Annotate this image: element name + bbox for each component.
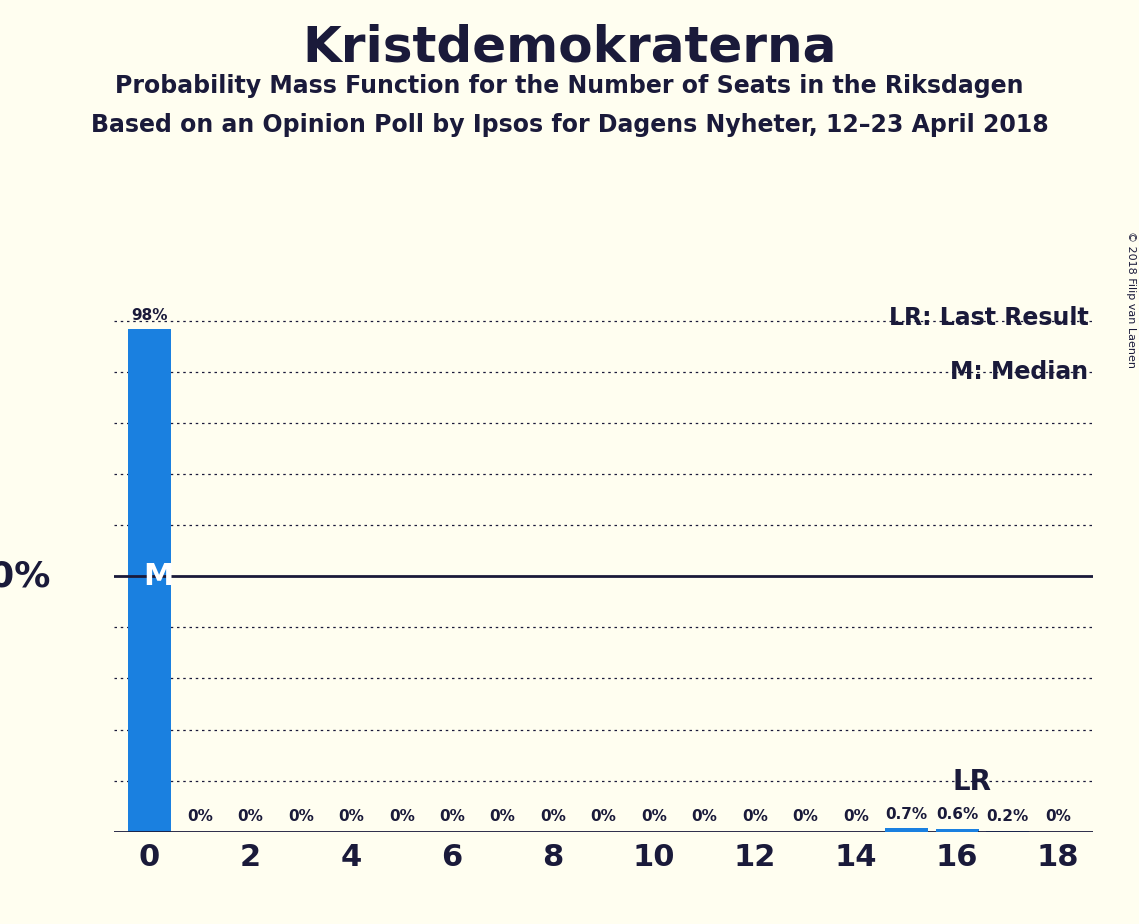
Text: 0.7%: 0.7% [885, 807, 927, 822]
Text: 0%: 0% [338, 808, 364, 824]
Text: 0%: 0% [237, 808, 263, 824]
Text: M: Median: M: Median [950, 360, 1089, 384]
Text: 0%: 0% [691, 808, 718, 824]
Text: LR: Last Result: LR: Last Result [888, 307, 1089, 331]
Text: 0%: 0% [743, 808, 768, 824]
Bar [885, 828, 928, 832]
Text: Based on an Opinion Poll by Ipsos for Dagens Nyheter, 12–23 April 2018: Based on an Opinion Poll by Ipsos for Da… [91, 113, 1048, 137]
Text: 98%: 98% [131, 308, 167, 322]
Text: 0%: 0% [843, 808, 869, 824]
Text: 0%: 0% [1046, 808, 1071, 824]
Text: LR: LR [952, 768, 992, 796]
Text: 0.6%: 0.6% [936, 808, 978, 822]
Text: 0%: 0% [288, 808, 313, 824]
Bar [986, 831, 1029, 832]
Bar [128, 329, 171, 832]
Text: 0%: 0% [591, 808, 616, 824]
Text: 50%: 50% [0, 559, 50, 593]
Text: 0%: 0% [490, 808, 516, 824]
Text: 0%: 0% [793, 808, 819, 824]
Text: M: M [144, 562, 173, 591]
Text: 0%: 0% [388, 808, 415, 824]
Text: 0%: 0% [540, 808, 566, 824]
Text: 0%: 0% [187, 808, 213, 824]
Text: Kristdemokraterna: Kristdemokraterna [302, 23, 837, 71]
Text: 0%: 0% [641, 808, 667, 824]
Text: © 2018 Filip van Laenen: © 2018 Filip van Laenen [1126, 231, 1136, 368]
Bar [935, 829, 978, 832]
Text: 0.2%: 0.2% [986, 809, 1029, 824]
Text: 0%: 0% [440, 808, 465, 824]
Text: Probability Mass Function for the Number of Seats in the Riksdagen: Probability Mass Function for the Number… [115, 74, 1024, 98]
